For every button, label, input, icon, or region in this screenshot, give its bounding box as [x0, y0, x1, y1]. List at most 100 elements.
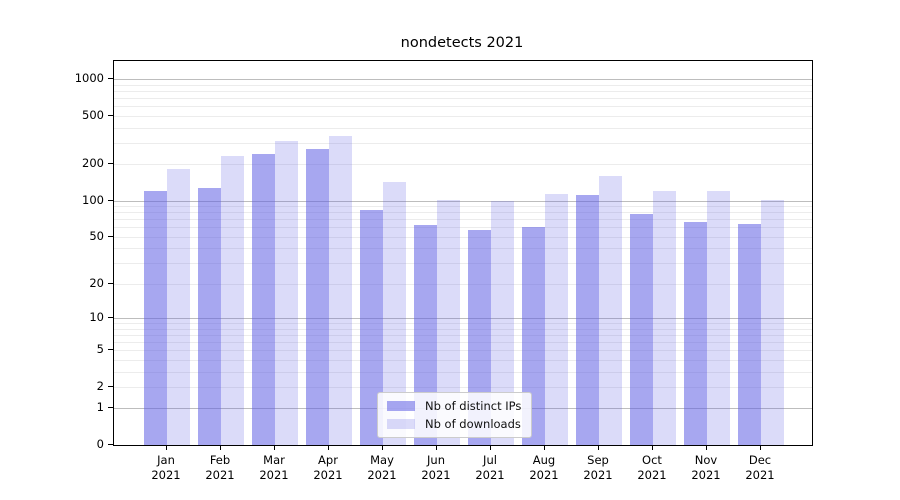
x-tick-mark — [328, 445, 329, 450]
y-tick-mark — [108, 78, 113, 79]
gridline-minor — [114, 84, 812, 86]
bar-distinct-ips — [630, 213, 653, 445]
x-tick-mark — [436, 445, 437, 450]
x-tick-label: Mar 2021 — [259, 453, 289, 482]
x-tick-mark — [220, 445, 221, 450]
x-tick-mark — [490, 445, 491, 450]
bar-distinct-ips — [414, 224, 437, 445]
bar-downloads — [707, 190, 730, 445]
y-tick-label: 2 — [96, 378, 104, 393]
x-tick-label: Sep 2021 — [583, 453, 613, 482]
bar-distinct-ips — [522, 227, 545, 445]
y-tick-mark — [108, 114, 113, 116]
legend-swatch-distinct-ips — [387, 400, 415, 411]
gridline-major — [114, 318, 812, 319]
x-tick-mark — [598, 445, 599, 450]
x-tick-label: Aug 2021 — [529, 453, 559, 482]
y-tick-label: 10 — [89, 310, 104, 324]
x-tick-label: Jan 2021 — [151, 453, 181, 482]
y-tick-label: 1000 — [74, 71, 104, 85]
bar-distinct-ips — [360, 209, 383, 445]
y-tick-mark — [108, 407, 113, 409]
bar-downloads — [383, 182, 406, 445]
x-tick-label: Jul 2021 — [475, 453, 505, 482]
gridline-minor — [114, 359, 812, 361]
bar-distinct-ips — [252, 154, 275, 445]
y-tick-mark — [108, 235, 113, 237]
x-tick-label: Apr 2021 — [313, 453, 343, 482]
legend-label-downloads: Nb of downloads — [425, 416, 521, 431]
bar-downloads — [545, 193, 568, 445]
bar-downloads — [653, 190, 676, 445]
gridline-minor — [114, 334, 812, 336]
gridline-minor — [114, 236, 812, 238]
x-tick-mark — [706, 445, 707, 450]
y-tick-mark — [108, 282, 113, 284]
bar-downloads — [167, 169, 190, 445]
legend: Nb of distinct IPs Nb of downloads — [377, 392, 533, 438]
gridline-minor — [114, 386, 812, 388]
y-tick-label: 200 — [82, 156, 104, 171]
gridline-minor — [114, 227, 812, 229]
bar-distinct-ips — [468, 229, 491, 445]
bar-distinct-ips — [144, 190, 167, 445]
y-tick-mark — [108, 385, 113, 387]
gridline-minor — [114, 328, 812, 330]
gridline-minor — [114, 142, 812, 144]
gridline-minor — [114, 283, 812, 285]
legend-swatch-downloads — [387, 418, 415, 429]
x-tick-label: Jun 2021 — [421, 453, 451, 482]
x-tick-mark — [760, 445, 761, 450]
y-tick-label: 500 — [82, 107, 104, 122]
gridline-minor — [114, 219, 812, 221]
gridline-minor — [114, 212, 812, 214]
x-tick-label: Feb 2021 — [205, 453, 235, 482]
bar-downloads — [761, 199, 784, 445]
bar-distinct-ips — [306, 149, 329, 445]
y-tick-mark — [108, 349, 113, 351]
bar-downloads — [491, 200, 514, 445]
bar-downloads — [221, 156, 244, 445]
gridline-minor — [114, 350, 812, 352]
x-tick-label: Dec 2021 — [745, 453, 775, 482]
y-tick-mark — [108, 199, 113, 201]
gridline-major — [114, 79, 812, 80]
legend-label-distinct-ips: Nb of distinct IPs — [425, 398, 522, 413]
bar-distinct-ips — [738, 223, 761, 445]
legend-item-downloads: Nb of downloads — [387, 416, 521, 431]
gridline-major — [114, 200, 812, 202]
x-tick-label: Nov 2021 — [691, 453, 721, 482]
gridline-minor — [114, 248, 812, 250]
bar-downloads — [599, 175, 622, 445]
x-tick-label: May 2021 — [367, 453, 397, 482]
gridline-minor — [114, 323, 812, 324]
x-tick-mark — [544, 445, 545, 450]
chart-title: nondetects 2021 — [400, 35, 524, 51]
gridline-minor — [114, 164, 812, 166]
bar-distinct-ips — [684, 222, 707, 445]
plot-area — [113, 60, 813, 446]
gridline-minor — [114, 341, 812, 343]
x-tick-mark — [652, 445, 653, 450]
gridline-minor — [114, 97, 812, 99]
y-tick-mark — [108, 317, 113, 318]
y-tick-label: 100 — [82, 192, 104, 207]
bar-downloads — [275, 141, 298, 445]
bar-downloads — [329, 136, 352, 445]
gridline-minor — [114, 106, 812, 107]
x-tick-mark — [166, 445, 167, 450]
gridline-minor — [114, 127, 812, 129]
x-tick-mark — [274, 445, 275, 450]
y-tick-label: 5 — [96, 342, 104, 357]
y-tick-mark — [108, 163, 113, 165]
y-tick-label: 50 — [89, 228, 104, 243]
gridline-minor — [114, 90, 812, 92]
gridline-minor — [114, 206, 812, 207]
gridline-minor — [114, 371, 812, 373]
y-tick-mark — [108, 444, 113, 445]
x-tick-mark — [382, 445, 383, 450]
y-tick-label: 20 — [89, 275, 104, 290]
bar-distinct-ips — [198, 188, 221, 445]
gridline-minor — [114, 115, 812, 117]
